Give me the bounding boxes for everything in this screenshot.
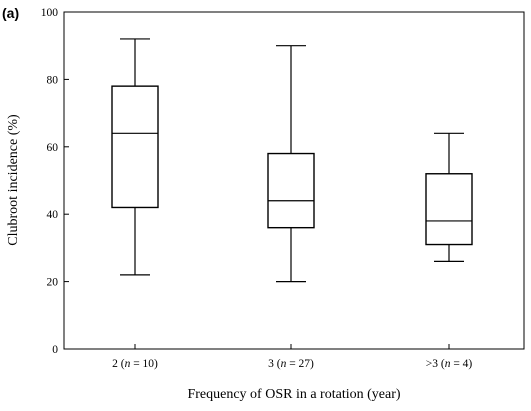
y-tick-label: 60: [47, 142, 59, 154]
y-axis-title: Clubroot incidence (%): [6, 114, 21, 246]
iqr-box: [267, 152, 315, 229]
y-tick-label: 80: [47, 74, 59, 86]
iqr-box: [111, 85, 159, 209]
y-axis: 0 20 40 60 80 100: [41, 7, 69, 356]
plot-frame: [63, 11, 525, 350]
y-tick-label: 40: [47, 209, 59, 221]
box-3: [425, 132, 473, 262]
box-1: [111, 38, 159, 276]
x-tick-label: >3 (n = 4): [426, 358, 473, 370]
box-2: [267, 45, 315, 283]
x-tick-label: 2 (n = 10): [112, 358, 158, 370]
iqr-box: [425, 173, 473, 246]
x-tick-label: 3 (n = 27): [268, 358, 314, 370]
y-tick-label: 0: [52, 344, 58, 356]
y-tick-label: 100: [41, 7, 59, 19]
x-axis-title: Frequency of OSR in a rotation (year): [187, 387, 400, 402]
box-series: [111, 38, 473, 283]
y-tick-label: 20: [47, 277, 59, 289]
panel-label: (a): [2, 5, 19, 21]
x-axis: 2 (n = 10) 3 (n = 27) >3 (n = 4): [112, 344, 472, 370]
